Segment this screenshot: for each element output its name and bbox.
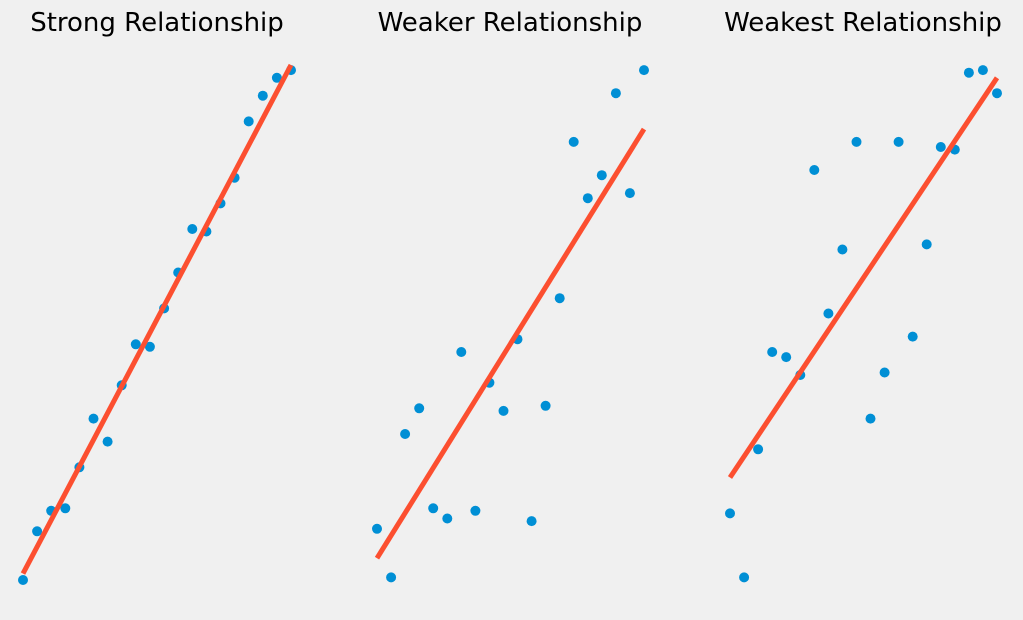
data-point-strong-3	[60, 503, 71, 514]
data-point-weaker-12	[540, 400, 551, 411]
data-point-weaker-9	[498, 405, 509, 416]
data-point-weaker-1	[386, 572, 397, 583]
data-point-weaker-7	[470, 505, 481, 516]
fit-line-weakest	[727, 76, 1000, 479]
data-point-weakest-17	[963, 67, 974, 78]
data-point-weakest-1	[739, 572, 750, 583]
data-point-weaker-15	[582, 193, 593, 204]
data-point-weakest-9	[851, 136, 862, 147]
panel-strong: Strong Relationship	[18, 8, 296, 585]
chart-title-weaker: Weaker Relationship	[378, 8, 643, 38]
data-point-weaker-14	[568, 136, 579, 147]
data-point-weakest-8	[837, 244, 848, 255]
data-point-strong-5	[88, 413, 99, 424]
data-point-strong-16	[243, 116, 254, 127]
data-point-weakest-7	[823, 308, 834, 319]
data-point-strong-18	[271, 72, 282, 83]
data-point-weaker-5	[442, 513, 453, 524]
data-point-weaker-13	[554, 293, 565, 304]
data-point-weaker-19	[639, 65, 649, 76]
data-point-weaker-4	[428, 503, 439, 514]
data-point-weaker-3	[414, 403, 425, 414]
data-point-weakest-19	[992, 88, 1002, 99]
data-point-strong-9	[144, 341, 155, 352]
data-point-weakest-14	[921, 239, 932, 250]
data-point-strong-6	[102, 436, 113, 447]
panel-weakest: Weakest Relationship	[724, 8, 1002, 583]
fit-line-weaker	[374, 127, 647, 560]
marks-strong	[18, 63, 296, 585]
data-point-weaker-11	[526, 516, 537, 527]
data-point-weaker-6	[456, 347, 467, 357]
data-point-strong-0	[18, 575, 28, 585]
marks-weaker	[372, 65, 649, 583]
data-point-weakest-0	[725, 508, 735, 519]
data-point-weakest-18	[977, 65, 988, 76]
data-point-weakest-15	[935, 142, 946, 152]
panel-weaker: Weaker Relationship	[372, 8, 649, 583]
fit-line-strong	[20, 63, 294, 575]
data-point-weaker-18	[624, 188, 635, 199]
data-point-strong-12	[187, 224, 198, 234]
marks-weakest	[725, 65, 1002, 583]
chart-title-weakest: Weakest Relationship	[724, 8, 1002, 38]
data-point-weaker-0	[372, 523, 382, 534]
data-point-weakest-11	[879, 367, 890, 378]
data-point-weakest-10	[865, 413, 876, 424]
chart-title-strong: Strong Relationship	[30, 8, 284, 38]
data-point-weaker-17	[610, 88, 621, 99]
data-point-weakest-13	[907, 331, 918, 342]
data-point-weaker-16	[596, 170, 607, 181]
data-point-strong-1	[32, 526, 43, 537]
data-point-weaker-2	[400, 429, 411, 439]
data-point-strong-17	[257, 90, 268, 101]
data-point-weakest-12	[893, 136, 904, 147]
data-point-weakest-6	[809, 165, 820, 175]
data-point-weakest-2	[753, 444, 764, 455]
data-point-strong-8	[130, 339, 141, 350]
data-point-weakest-3	[767, 347, 778, 357]
data-point-weakest-4	[781, 352, 792, 363]
